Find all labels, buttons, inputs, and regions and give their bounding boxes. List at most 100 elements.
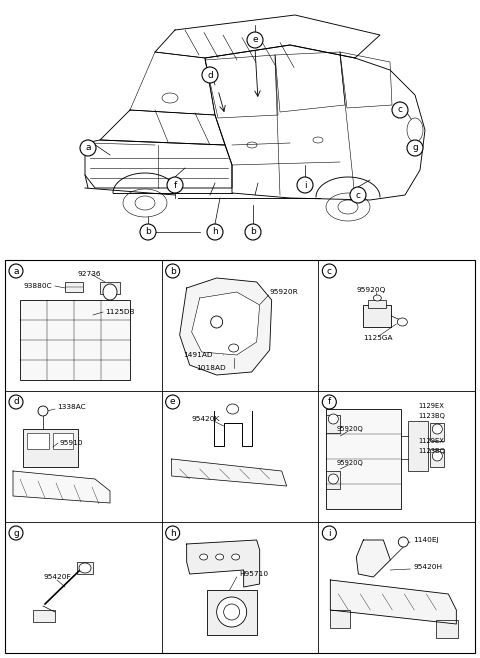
Text: f: f	[328, 397, 331, 407]
Ellipse shape	[398, 537, 408, 547]
Text: 93880C: 93880C	[23, 283, 52, 289]
Text: g: g	[412, 143, 418, 153]
Bar	[330, 610, 350, 628]
Bar	[436, 620, 458, 638]
Ellipse shape	[373, 295, 381, 301]
Ellipse shape	[328, 414, 338, 424]
Bar	[33, 610, 55, 622]
Text: 95420H: 95420H	[413, 564, 443, 570]
Text: 1140EJ: 1140EJ	[413, 537, 439, 543]
Text: 95910: 95910	[60, 440, 84, 446]
Bar	[207, 590, 257, 635]
Ellipse shape	[232, 554, 240, 560]
Text: 95920R: 95920R	[270, 289, 299, 295]
Circle shape	[166, 264, 180, 278]
Bar	[77, 562, 93, 574]
Text: 95420K: 95420K	[192, 416, 220, 422]
Circle shape	[323, 264, 336, 278]
Bar	[53, 433, 73, 449]
Polygon shape	[13, 471, 110, 503]
Text: 1491AD: 1491AD	[184, 352, 213, 358]
Bar	[326, 471, 340, 489]
Ellipse shape	[162, 93, 178, 103]
Circle shape	[207, 224, 223, 240]
Ellipse shape	[247, 142, 257, 148]
Text: b: b	[170, 266, 176, 276]
Ellipse shape	[103, 284, 117, 300]
Text: 92736: 92736	[77, 271, 100, 277]
Text: d: d	[207, 70, 213, 80]
Text: 1018AD: 1018AD	[197, 365, 226, 371]
Text: c: c	[356, 191, 360, 199]
Bar	[368, 300, 386, 308]
Bar	[20, 300, 130, 380]
Circle shape	[140, 224, 156, 240]
Bar	[363, 305, 391, 327]
Text: d: d	[13, 397, 19, 407]
Text: b: b	[250, 228, 256, 236]
Ellipse shape	[200, 554, 208, 560]
Ellipse shape	[313, 137, 323, 143]
Circle shape	[247, 32, 263, 48]
Ellipse shape	[228, 344, 239, 352]
Text: c: c	[327, 266, 332, 276]
Text: 95920Q: 95920Q	[336, 460, 363, 466]
Ellipse shape	[224, 604, 240, 620]
Ellipse shape	[397, 318, 408, 326]
Polygon shape	[356, 540, 390, 577]
Text: 1338AC: 1338AC	[57, 404, 85, 410]
Ellipse shape	[211, 316, 223, 328]
Ellipse shape	[338, 200, 358, 214]
Polygon shape	[192, 292, 260, 355]
Text: i: i	[328, 528, 331, 538]
Text: H95710: H95710	[240, 571, 269, 577]
Ellipse shape	[432, 451, 443, 461]
Circle shape	[245, 224, 261, 240]
Text: h: h	[170, 528, 176, 538]
Ellipse shape	[407, 118, 423, 142]
Ellipse shape	[123, 189, 167, 217]
Text: c: c	[397, 105, 403, 114]
Circle shape	[297, 177, 313, 193]
Bar	[65, 282, 83, 292]
Circle shape	[323, 395, 336, 409]
Bar	[326, 415, 340, 433]
Bar	[431, 449, 444, 467]
Text: 95420F: 95420F	[43, 574, 71, 580]
Circle shape	[166, 395, 180, 409]
Bar	[408, 421, 428, 471]
Text: b: b	[145, 228, 151, 236]
Circle shape	[323, 526, 336, 540]
Text: 1125DB: 1125DB	[105, 309, 134, 315]
Bar	[326, 409, 401, 509]
Ellipse shape	[79, 563, 91, 573]
Text: e: e	[252, 36, 258, 45]
Text: 1125GA: 1125GA	[363, 335, 393, 341]
Text: i: i	[304, 180, 306, 190]
Bar	[27, 433, 49, 449]
Ellipse shape	[326, 193, 370, 221]
Circle shape	[9, 264, 23, 278]
Bar	[5, 260, 475, 653]
Circle shape	[9, 526, 23, 540]
Ellipse shape	[216, 597, 247, 627]
Text: 1129EX: 1129EX	[419, 403, 444, 409]
Circle shape	[9, 395, 23, 409]
Ellipse shape	[328, 474, 338, 484]
Circle shape	[80, 140, 96, 156]
Text: a: a	[85, 143, 91, 153]
Bar	[23, 429, 78, 467]
Ellipse shape	[227, 404, 239, 414]
Polygon shape	[330, 580, 456, 624]
Text: 1123BQ: 1123BQ	[419, 413, 445, 419]
Polygon shape	[180, 278, 272, 375]
Text: a: a	[13, 266, 19, 276]
Text: 1129EX: 1129EX	[419, 438, 444, 444]
Circle shape	[350, 187, 366, 203]
Text: h: h	[212, 228, 218, 236]
Ellipse shape	[432, 424, 443, 434]
Bar	[431, 423, 444, 441]
Circle shape	[167, 177, 183, 193]
Text: g: g	[13, 528, 19, 538]
Text: e: e	[170, 397, 176, 407]
